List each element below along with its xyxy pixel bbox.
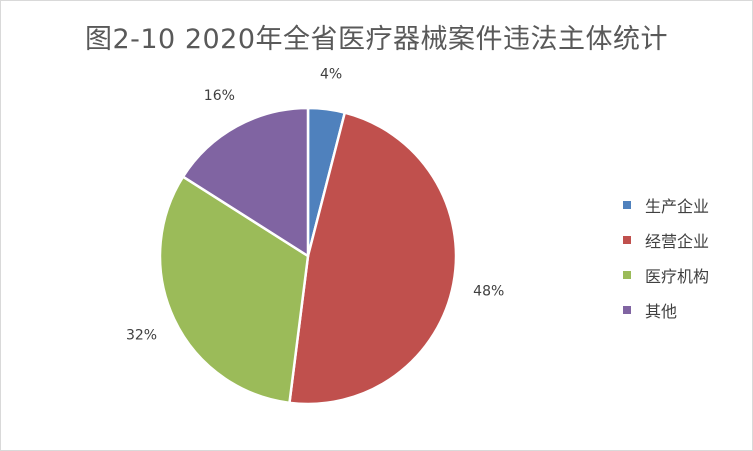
legend-item-2: 经营企业 (623, 222, 709, 257)
legend-swatch (623, 305, 631, 314)
legend-label: 经营企业 (645, 231, 710, 251)
legend-item-1: 生产企业 (623, 187, 709, 222)
pie-slices (158, 106, 458, 406)
chart-title: 图2-10 2020年全省医疗器械案件违法主体统计 (84, 24, 669, 55)
legend-item-3: 医疗机构 (623, 257, 709, 292)
data-label-4: 16% (204, 88, 235, 104)
legend-swatch (623, 235, 631, 244)
legend: 生产企业经营企业医疗机构其他 (623, 187, 709, 327)
data-labels: 4% 48% 32% 16% (126, 66, 504, 343)
legend-swatch (623, 270, 631, 279)
data-label-1: 4% (320, 66, 342, 82)
data-label-3: 32% (126, 327, 157, 343)
legend-item-4: 其他 (623, 292, 709, 327)
legend-swatch (623, 200, 631, 209)
pie-slice-4 (181, 106, 310, 258)
legend-label: 医疗机构 (645, 266, 710, 286)
legend-label: 其他 (645, 301, 678, 321)
pie-slice-2 (288, 111, 458, 406)
data-label-2: 48% (473, 283, 504, 299)
legend-label: 生产企业 (645, 196, 710, 216)
